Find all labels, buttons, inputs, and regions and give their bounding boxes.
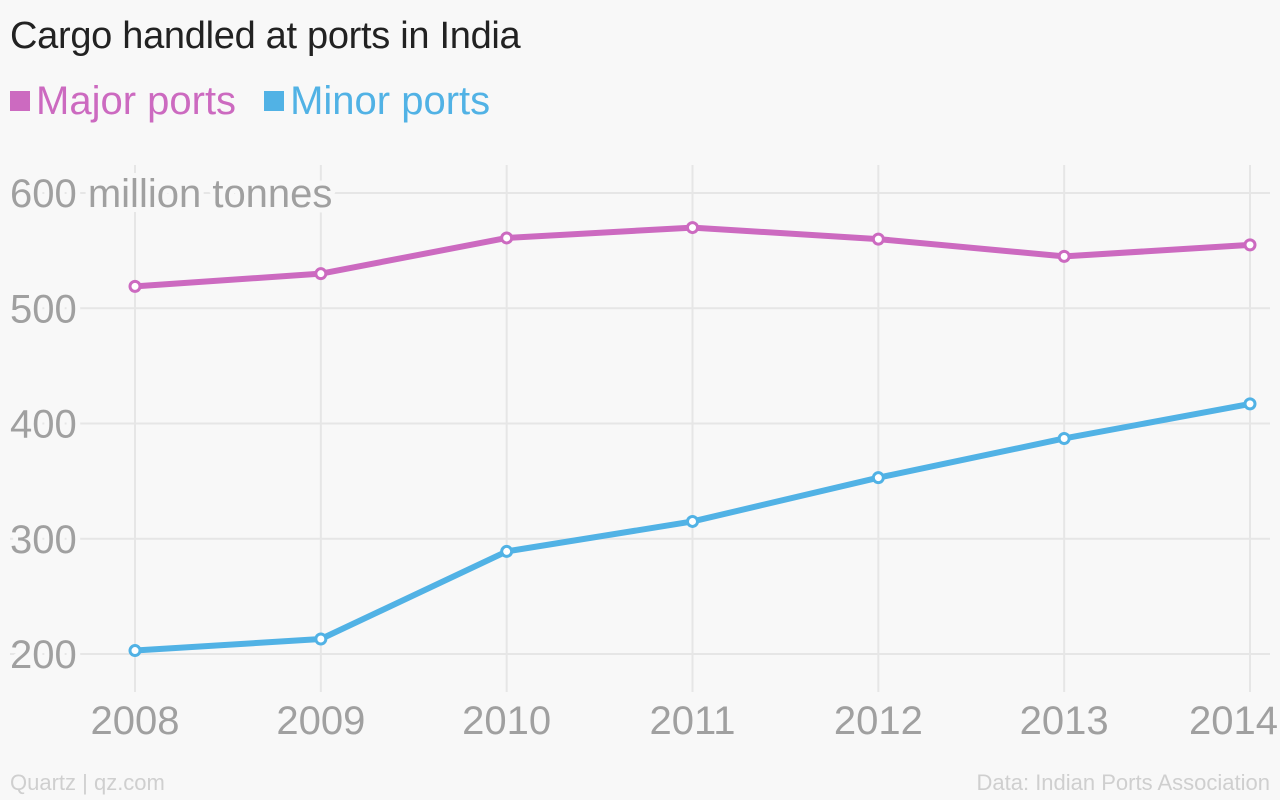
data-point-minor-ports xyxy=(1057,431,1071,445)
data-point-minor-ports xyxy=(871,471,885,485)
legend-item-minor-ports: Minor ports xyxy=(264,78,490,124)
data-point-minor-ports xyxy=(314,632,328,646)
data-point-minor-ports xyxy=(686,514,699,528)
x-tick-label: 2008 xyxy=(91,699,180,743)
data-point-minor-ports xyxy=(500,544,514,558)
x-tick-label: 2010 xyxy=(462,699,551,743)
legend-item-major-ports: Major ports xyxy=(10,78,236,124)
legend-swatch-minor-ports xyxy=(264,91,285,111)
y-tick-label: 300 xyxy=(10,518,77,562)
x-tick-label: 2012 xyxy=(834,699,923,743)
x-tick-label: 2009 xyxy=(276,699,365,743)
data-point-major-ports xyxy=(1057,249,1071,263)
y-axis-label: 600 million tonnes xyxy=(10,172,332,216)
y-tick-label: 200 xyxy=(10,633,77,677)
y-tick-label: 400 xyxy=(10,403,77,447)
data-point-minor-ports xyxy=(128,644,142,658)
legend-label-major-ports: Major ports xyxy=(36,79,237,123)
legend-swatch-major-ports xyxy=(10,91,30,111)
data-point-major-ports xyxy=(686,221,699,235)
data-point-major-ports xyxy=(1243,238,1257,252)
x-tick-label: 2014 xyxy=(1189,699,1278,743)
data-point-major-ports xyxy=(500,231,514,245)
legend-label-minor-ports: Minor ports xyxy=(290,79,491,123)
legend: Major ports Minor ports xyxy=(10,78,490,124)
footer-source: Data: Indian Ports Association xyxy=(976,770,1271,795)
footer-credit: Quartz | qz.com xyxy=(10,770,165,795)
chart-title: Cargo handled at ports in India xyxy=(10,15,521,57)
data-point-major-ports xyxy=(871,232,885,246)
data-point-major-ports xyxy=(314,267,328,281)
y-tick-label: 500 xyxy=(10,287,77,331)
x-tick-label: 2011 xyxy=(649,699,735,743)
data-point-major-ports xyxy=(128,279,142,293)
x-tick-label: 2013 xyxy=(1020,699,1109,743)
data-point-minor-ports xyxy=(1243,397,1257,411)
